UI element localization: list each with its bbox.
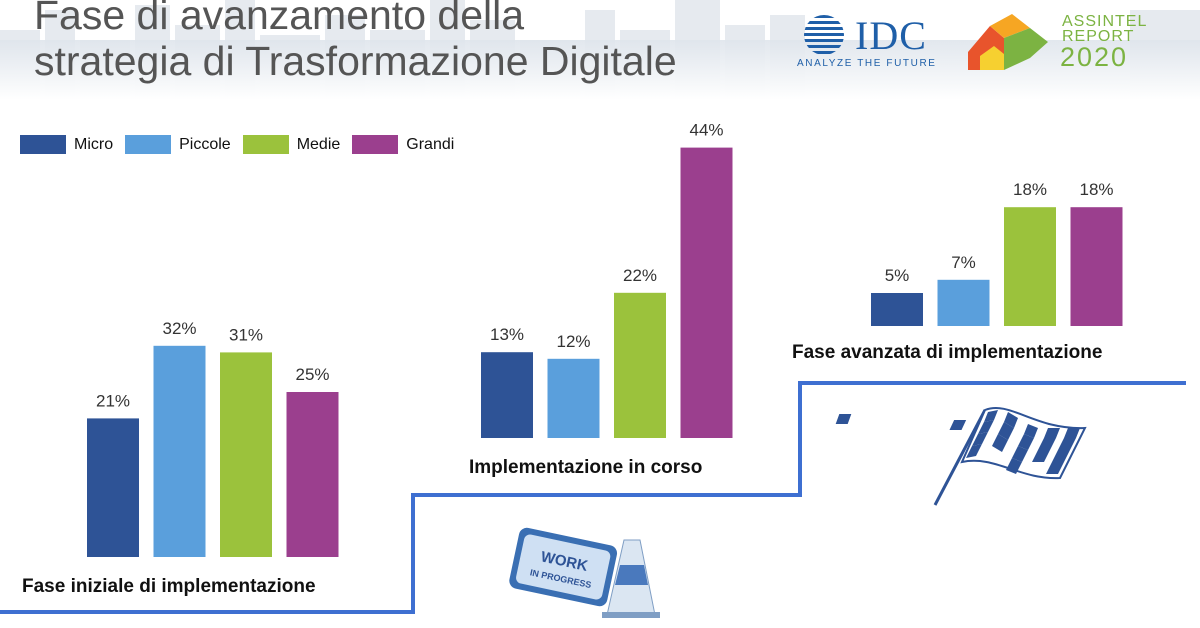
legend-item-grandi: Grandi <box>352 135 454 154</box>
data-label-micro-stage-2: 13% <box>490 325 524 344</box>
traffic-cone-icon <box>602 539 660 618</box>
page-title: Fase di avanzamento della strategia di T… <box>34 0 677 84</box>
data-label-grandi-stage-3: 18% <box>1079 180 1113 199</box>
checkered-flag-icon <box>835 407 1087 506</box>
legend-label-medie: Medie <box>296 135 341 153</box>
legend-swatch-micro <box>20 135 66 154</box>
legend-swatch-medie <box>242 135 289 154</box>
legend-label-grandi: Grandi <box>406 135 455 153</box>
data-label-piccole-stage-3: 7% <box>951 253 976 272</box>
data-label-micro-stage-1: 21% <box>96 391 130 410</box>
legend-label-micro: Micro <box>74 135 114 153</box>
bar-grandi-stage-1 <box>286 392 339 557</box>
legend-swatch-piccole <box>125 135 172 154</box>
assintel-report-logo: ASSINTEL REPORT 2020 <box>960 12 1180 74</box>
stage-label-2: Implementazione in corso <box>469 457 702 478</box>
assintel-line-1: ASSINTEL <box>1062 13 1148 30</box>
assintel-year: 2020 <box>1060 42 1129 72</box>
bar-micro-stage-3 <box>871 293 923 326</box>
title-line-1: Fase di avanzamento della <box>34 0 525 38</box>
data-label-medie-stage-1: 31% <box>229 325 263 344</box>
legend-label-piccole: Piccole <box>179 135 231 153</box>
legend-item-piccole: Piccole <box>125 135 231 154</box>
data-label-piccole-stage-2: 12% <box>556 332 590 351</box>
legend-swatch-grandi <box>352 135 399 154</box>
bar-micro-stage-2 <box>481 352 533 438</box>
stage-label-3: Fase avanzata di implementazione <box>792 342 1102 363</box>
chart-legend: Micro Piccole Medie Grandi <box>20 135 466 154</box>
legend-item-medie: Medie <box>242 135 341 154</box>
staircase-line <box>0 381 1186 614</box>
idc-globe-icon <box>804 15 844 54</box>
bar-piccole-stage-2 <box>547 358 600 438</box>
data-label-micro-stage-3: 5% <box>885 266 910 285</box>
idc-logo: IDC ANALYZE THE FUTURE <box>797 13 947 72</box>
idc-tagline: ANALYZE THE FUTURE <box>797 58 937 69</box>
bar-medie-stage-2 <box>614 292 666 438</box>
title-line-2: strategia di Trasformazione Digitale <box>34 38 677 84</box>
bar-micro-stage-1 <box>87 418 139 557</box>
bar-grandi-stage-3 <box>1070 207 1123 326</box>
bar-medie-stage-1 <box>220 352 272 557</box>
bar-medie-stage-3 <box>1004 207 1056 326</box>
stage-label-1: Fase iniziale di implementazione <box>22 576 316 597</box>
data-label-grandi-stage-2: 44% <box>689 121 723 140</box>
assintel-line-2: REPORT <box>1062 28 1135 45</box>
data-label-piccole-stage-1: 32% <box>162 319 196 338</box>
bar-piccole-stage-3 <box>937 279 990 326</box>
legend-item-micro: Micro <box>20 135 113 154</box>
data-label-medie-stage-3: 18% <box>1013 180 1047 199</box>
idc-wordmark: IDC <box>855 13 927 58</box>
assintel-house-icon <box>968 14 1048 70</box>
bar-grandi-stage-2 <box>680 147 733 438</box>
work-in-progress-sign-icon: WORK IN PROGRESS <box>509 527 618 607</box>
data-label-grandi-stage-1: 25% <box>295 365 329 384</box>
bar-piccole-stage-1 <box>153 345 206 557</box>
data-label-medie-stage-2: 22% <box>623 266 657 285</box>
